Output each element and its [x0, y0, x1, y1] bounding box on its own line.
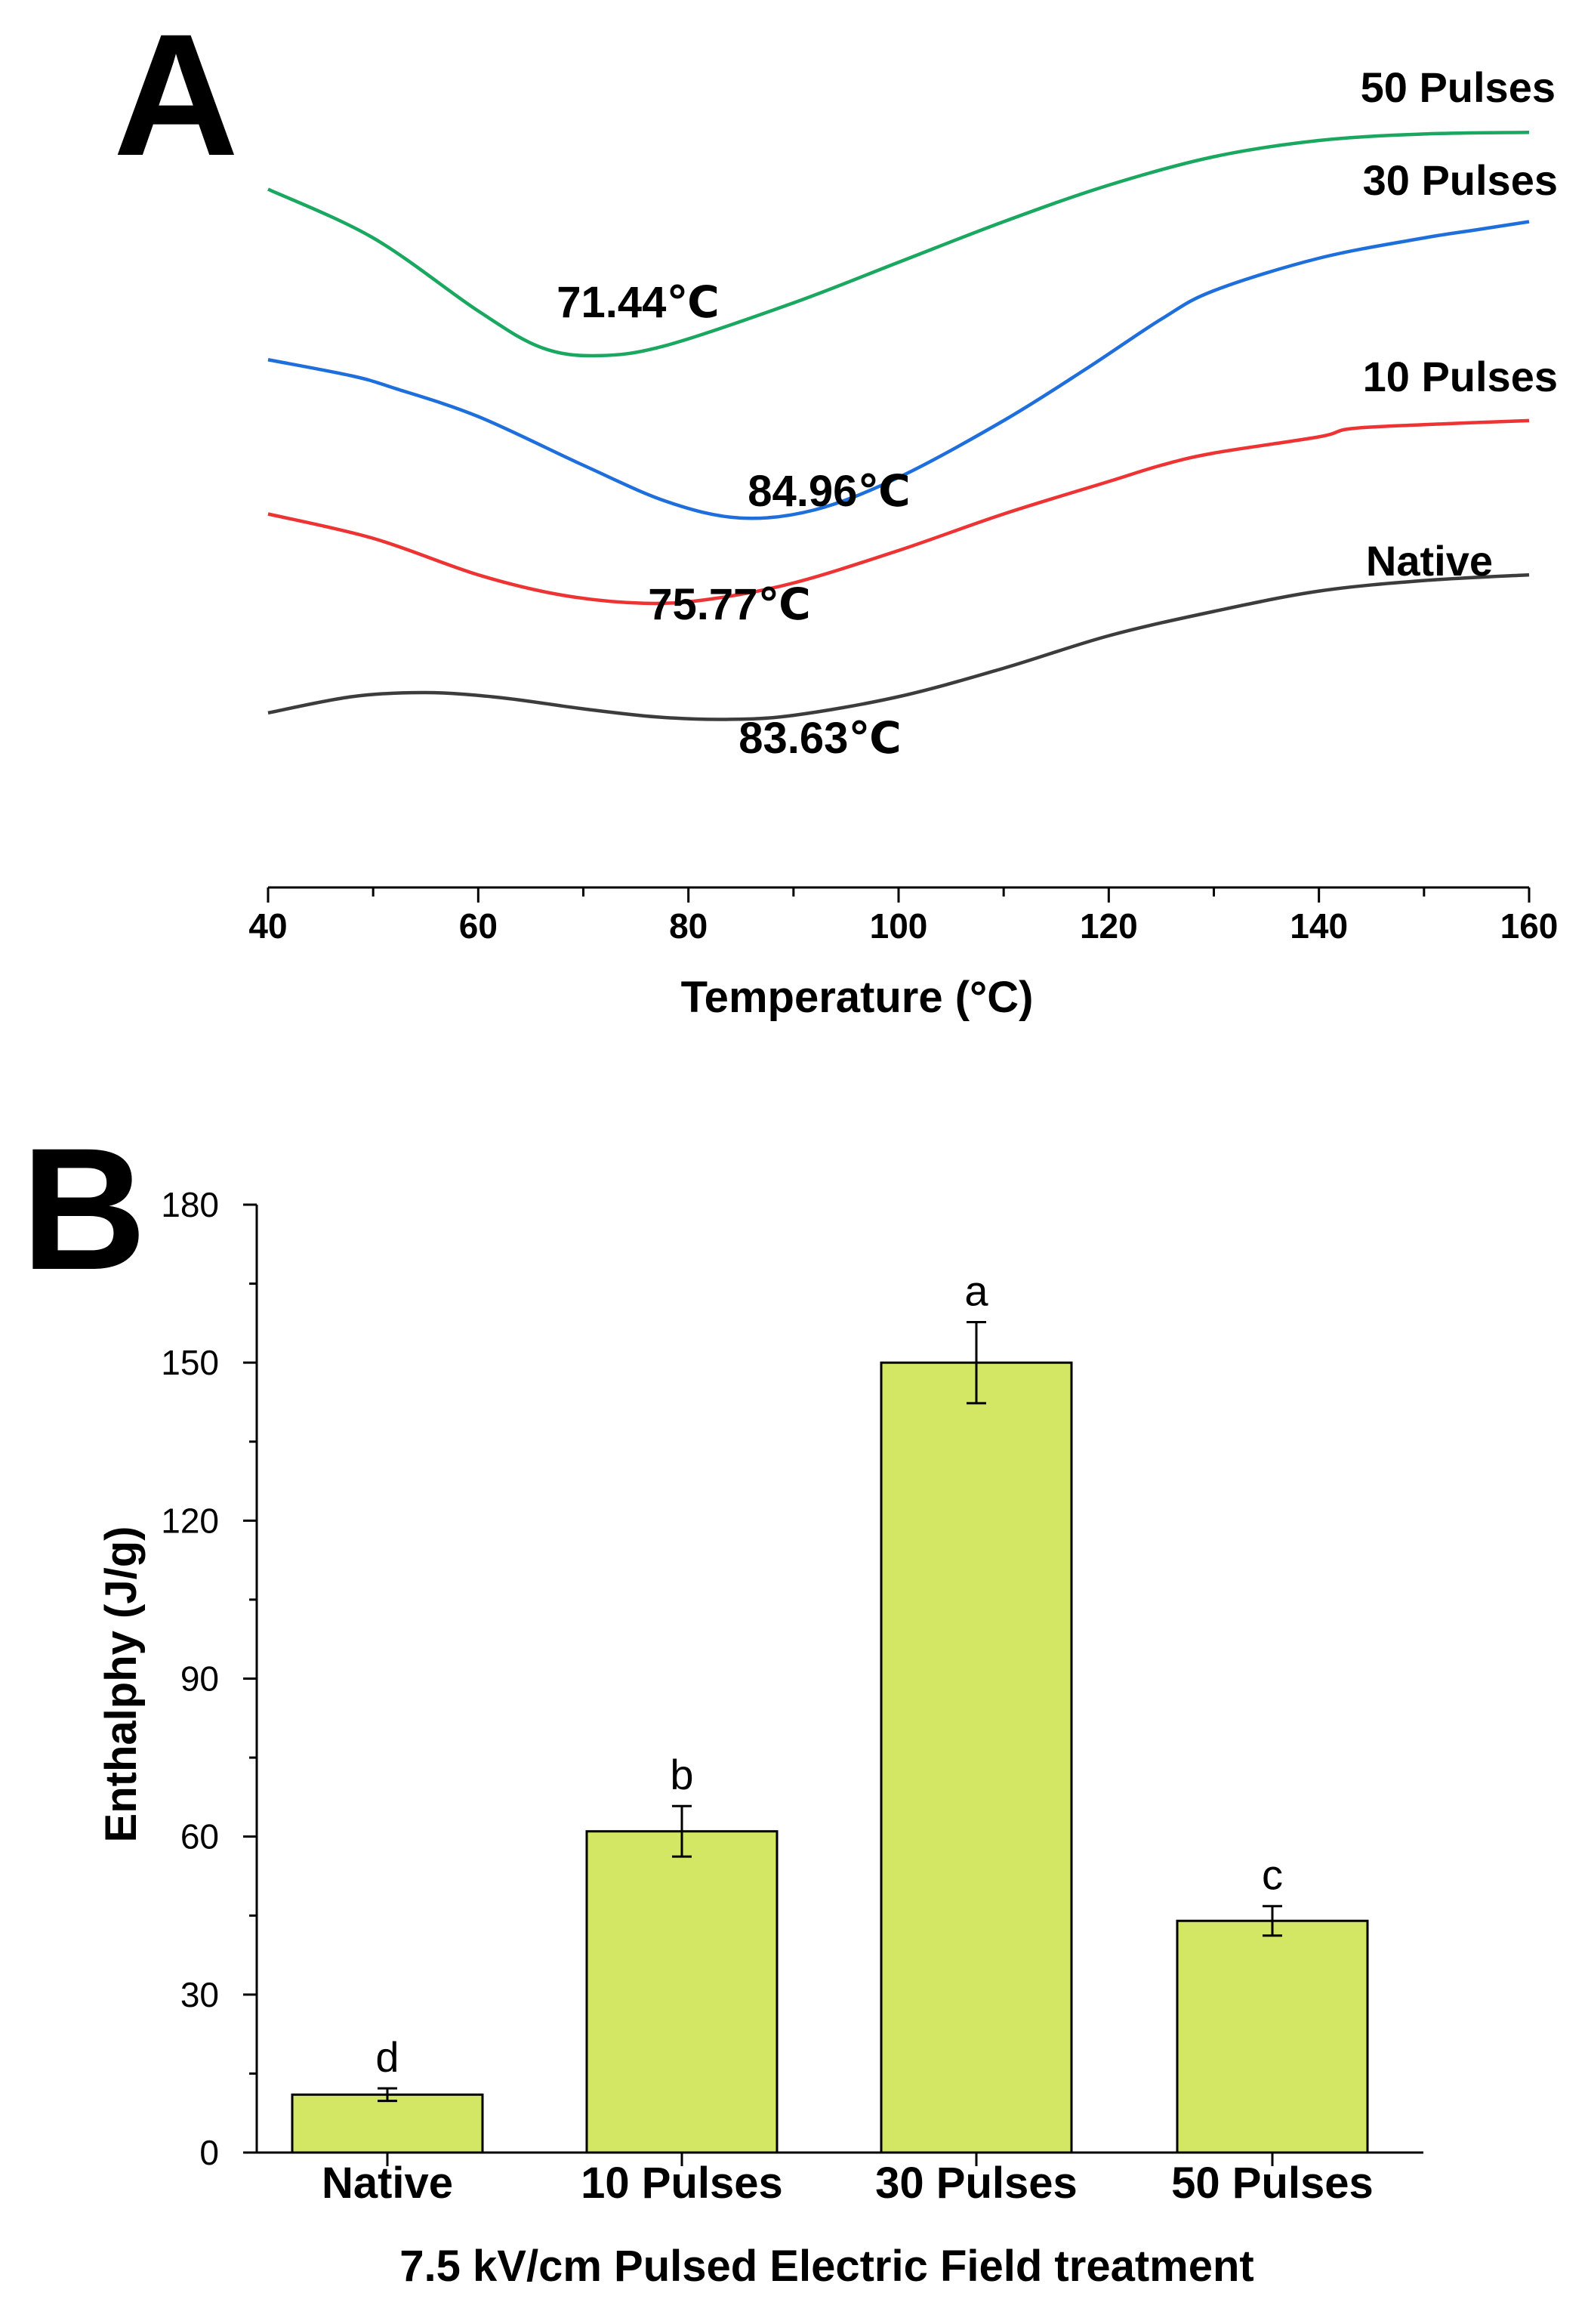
bar-10-pulses	[585, 1830, 779, 2154]
x-tick-label: 120	[1080, 906, 1138, 946]
series-name-label: 50 Pulses	[1361, 63, 1556, 111]
peak-temperature-label: 71.44℃	[557, 278, 719, 327]
bar-native	[291, 2093, 484, 2154]
panel-a-label: A	[113, 0, 239, 192]
peak-temperature-label: 75.77℃	[648, 580, 810, 629]
panel-b-bars: d Native b 10 Pulses a 30 Pulses c 50 Pulses	[291, 1267, 1374, 2208]
x-tick-label: 160	[1500, 906, 1559, 946]
y-tick-label: 180	[161, 1185, 219, 1224]
peak-temperature-label: 84.96℃	[748, 467, 910, 516]
panel-a-labels: 50 Pulses 71.44℃ 30 Pulses 84.96℃ 10 Pulses 7…	[557, 63, 1558, 763]
x-tick-label: 40	[248, 906, 287, 946]
panel-b-x-axis-title: 7.5 kV/cm Pulsed Electric Field treatmen…	[399, 2242, 1253, 2291]
y-tick-label: 0	[199, 2133, 219, 2172]
panel-a: A 40 60 80 100 120 140 160 50 Pulses 71.44℃ 30 P…	[113, 0, 1558, 1022]
y-tick-label: 30	[180, 1975, 219, 2014]
x-tick-label: 60	[459, 906, 498, 946]
bar-50-pulses	[1176, 1919, 1369, 2154]
category-label: Native	[322, 2159, 453, 2208]
panel-b-label: B	[21, 1112, 146, 1306]
y-tick-label: 150	[161, 1343, 219, 1382]
panel-a-x-axis-title: Temperature (°C)	[681, 973, 1034, 1022]
curve-native	[267, 573, 1530, 721]
category-label: 10 Pulses	[581, 2159, 783, 2208]
panel-a-ticks: 40 60 80 100 120 140 160	[248, 887, 1558, 946]
y-tick-label: 120	[161, 1501, 219, 1540]
curve-10-pulses	[267, 418, 1530, 606]
panel-a-curves	[267, 131, 1530, 721]
series-name-label: 30 Pulses	[1363, 156, 1558, 204]
significance-letter: b	[670, 1751, 693, 1798]
panel-b-y-ticks: 0 30 60 90 120 150 180	[161, 1185, 257, 2172]
significance-letter: d	[375, 2033, 399, 2081]
curve-30-pulses	[267, 220, 1530, 520]
curve-50-pulses	[267, 131, 1530, 358]
peak-temperature-label: 83.63℃	[738, 714, 901, 763]
significance-letter: c	[1262, 1851, 1283, 1899]
x-tick-label: 140	[1290, 906, 1348, 946]
panel-b: B 0 30 60 90 120 150 180 d Native b 10 Pulses a 30 …	[21, 1112, 1423, 2291]
x-tick-label: 80	[669, 906, 708, 946]
y-tick-label: 90	[180, 1659, 219, 1699]
panel-b-y-axis-title: Enthalphy (J/g)	[97, 1526, 146, 1843]
category-label: 30 Pulses	[875, 2159, 1078, 2208]
category-label: 50 Pulses	[1171, 2159, 1374, 2208]
series-name-label: 10 Pulses	[1363, 353, 1558, 400]
significance-letter: a	[964, 1267, 988, 1314]
x-tick-label: 100	[870, 906, 928, 946]
series-name-label: Native	[1366, 537, 1493, 585]
bar-30-pulses	[880, 1361, 1073, 2154]
y-tick-label: 60	[180, 1817, 219, 1856]
